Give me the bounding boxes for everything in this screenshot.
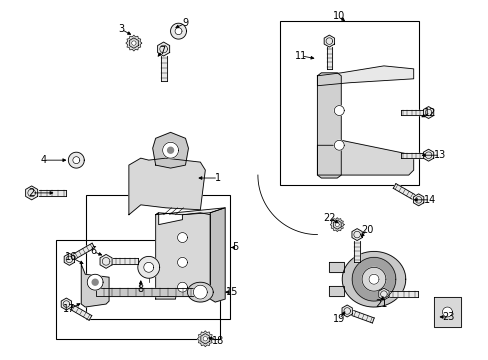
Text: 12: 12 [424, 108, 436, 117]
Polygon shape [317, 66, 413, 86]
Polygon shape [326, 47, 331, 69]
Polygon shape [177, 282, 187, 292]
Polygon shape [328, 286, 344, 296]
Text: 11: 11 [295, 51, 307, 61]
Polygon shape [361, 267, 385, 291]
Polygon shape [351, 257, 395, 301]
Polygon shape [333, 220, 341, 229]
Text: 22: 22 [323, 213, 335, 223]
Polygon shape [351, 311, 373, 323]
Polygon shape [177, 257, 187, 267]
Text: 13: 13 [433, 150, 446, 160]
Text: 4: 4 [41, 155, 46, 165]
Text: 3: 3 [118, 24, 124, 34]
Polygon shape [68, 152, 84, 168]
Polygon shape [193, 285, 207, 299]
Polygon shape [170, 23, 186, 39]
Polygon shape [330, 218, 344, 231]
Text: 16: 16 [65, 252, 77, 262]
Polygon shape [203, 337, 207, 341]
Polygon shape [433, 297, 460, 327]
Polygon shape [100, 255, 112, 268]
Text: 7: 7 [159, 46, 165, 56]
Polygon shape [163, 142, 178, 158]
Polygon shape [138, 256, 160, 278]
Text: 1: 1 [215, 173, 221, 183]
Text: 8: 8 [138, 284, 143, 294]
Polygon shape [341, 305, 352, 317]
Polygon shape [335, 223, 339, 226]
Polygon shape [70, 305, 92, 320]
Text: 23: 23 [441, 312, 454, 322]
Polygon shape [25, 186, 38, 200]
Polygon shape [368, 274, 378, 284]
Polygon shape [131, 41, 136, 45]
Polygon shape [160, 56, 166, 81]
Polygon shape [317, 73, 341, 178]
Polygon shape [175, 28, 182, 35]
Polygon shape [354, 240, 359, 262]
Text: 18: 18 [212, 336, 224, 346]
Polygon shape [392, 184, 414, 199]
Polygon shape [126, 35, 142, 51]
Polygon shape [413, 194, 423, 206]
Text: 6: 6 [90, 247, 96, 256]
Polygon shape [389, 292, 417, 297]
Polygon shape [400, 110, 422, 115]
Polygon shape [334, 140, 344, 150]
Polygon shape [423, 149, 433, 161]
Polygon shape [328, 262, 344, 272]
Polygon shape [157, 42, 169, 56]
Polygon shape [197, 331, 213, 347]
Text: 2: 2 [28, 188, 35, 198]
Polygon shape [334, 105, 344, 116]
Polygon shape [400, 153, 422, 158]
Polygon shape [113, 258, 138, 265]
Polygon shape [177, 233, 187, 243]
Text: 14: 14 [424, 195, 436, 205]
Text: 21: 21 [374, 299, 386, 309]
Polygon shape [73, 157, 80, 164]
Text: 15: 15 [225, 287, 238, 297]
Polygon shape [201, 334, 209, 344]
Polygon shape [61, 298, 71, 310]
Polygon shape [187, 282, 213, 302]
Polygon shape [96, 288, 200, 296]
Polygon shape [39, 190, 66, 196]
Polygon shape [324, 35, 334, 47]
Bar [86, 195, 230, 319]
Polygon shape [143, 262, 153, 272]
Bar [279, 21, 418, 185]
Text: 9: 9 [182, 18, 188, 28]
Polygon shape [342, 251, 405, 307]
Text: 5: 5 [231, 243, 238, 252]
Polygon shape [351, 229, 362, 240]
Polygon shape [129, 158, 205, 215]
Polygon shape [378, 288, 388, 300]
Text: 20: 20 [360, 225, 372, 235]
Polygon shape [73, 243, 95, 259]
Polygon shape [92, 279, 98, 285]
Polygon shape [155, 213, 210, 299]
Text: 17: 17 [63, 304, 75, 314]
Polygon shape [155, 208, 224, 215]
Polygon shape [210, 208, 224, 302]
Polygon shape [317, 140, 413, 175]
Polygon shape [152, 132, 188, 168]
Polygon shape [442, 307, 451, 317]
Polygon shape [87, 274, 103, 290]
Bar [56, 239, 220, 339]
Text: 10: 10 [332, 11, 345, 21]
Polygon shape [64, 253, 74, 265]
Polygon shape [167, 147, 173, 153]
Polygon shape [81, 264, 109, 307]
Polygon shape [423, 107, 433, 118]
Polygon shape [129, 38, 138, 48]
Text: 19: 19 [332, 314, 345, 324]
